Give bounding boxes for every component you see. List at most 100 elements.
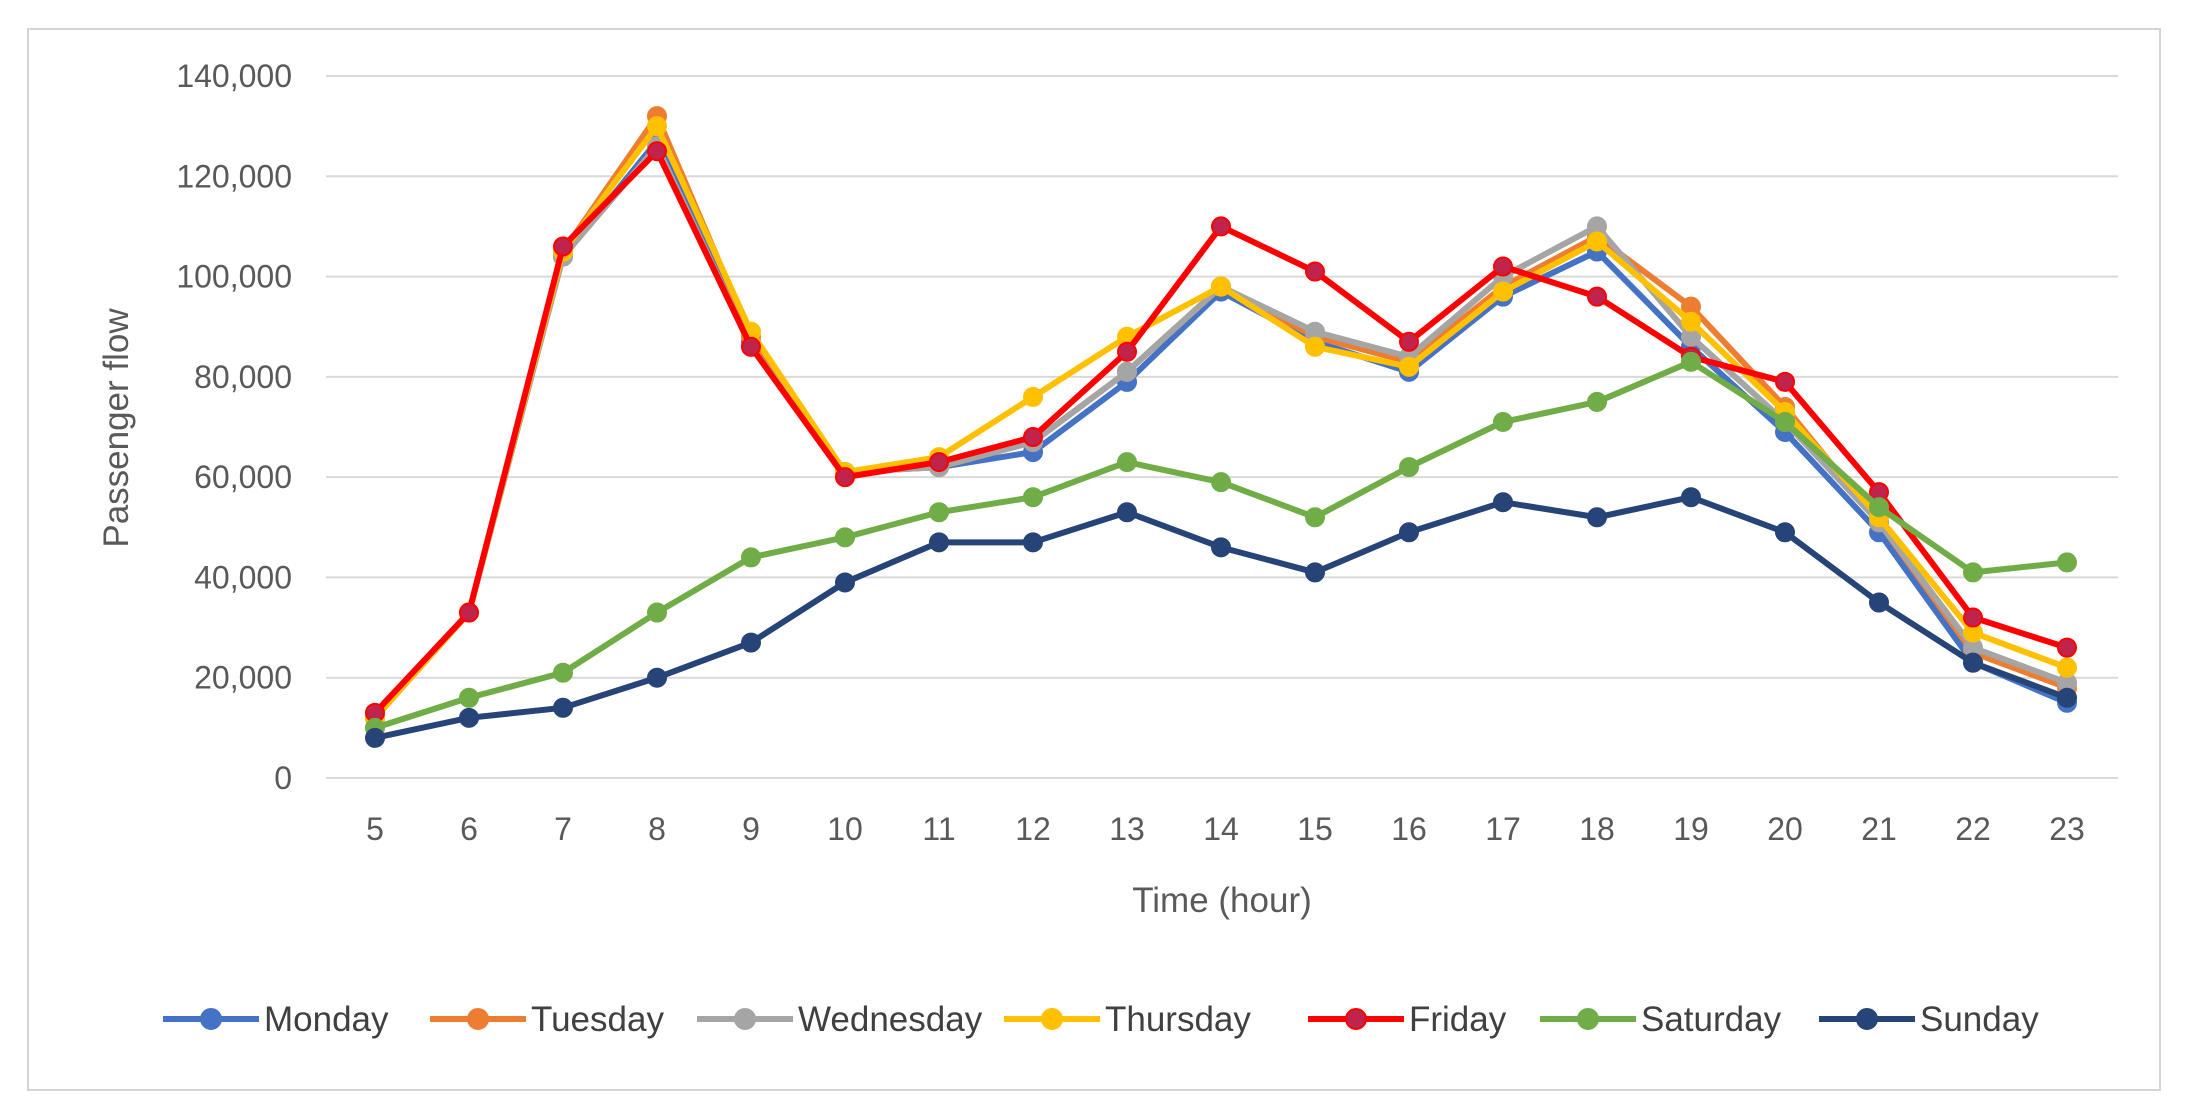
- legend-label: Sunday: [1920, 1000, 2039, 1039]
- data-point-sunday: [1117, 502, 1137, 523]
- data-point-friday: [459, 602, 479, 623]
- data-point-friday: [1211, 216, 1231, 237]
- data-point-thursday: [2057, 657, 2077, 678]
- legend-swatch-marker: [1856, 1008, 1878, 1030]
- data-point-sunday: [553, 697, 573, 718]
- data-point-saturday: [929, 502, 949, 523]
- x-tick-label: 6: [460, 811, 478, 847]
- data-point-friday: [1493, 256, 1513, 277]
- data-point-saturday: [1681, 351, 1701, 372]
- legend: Monday Tuesday Wednesday Thursday Friday Satu…: [163, 1000, 2039, 1039]
- y-tick-label: 100,000: [176, 259, 292, 295]
- y-tick-label: 120,000: [176, 158, 292, 194]
- data-point-sunday: [1023, 532, 1043, 553]
- data-point-friday: [835, 467, 855, 488]
- data-point-saturday: [741, 547, 761, 568]
- legend-label: Friday: [1409, 1000, 1507, 1039]
- data-point-friday: [1305, 261, 1325, 282]
- legend-swatch-marker: [1577, 1008, 1599, 1030]
- x-tick-label: 12: [1015, 811, 1051, 847]
- data-point-friday: [2057, 637, 2077, 658]
- data-point-friday: [1117, 341, 1137, 362]
- x-tick-label: 21: [1861, 811, 1897, 847]
- data-point-friday: [1023, 427, 1043, 448]
- legend-label: Tuesday: [531, 1000, 664, 1039]
- data-point-friday: [553, 236, 573, 257]
- legend-item-monday: Monday: [163, 1000, 389, 1039]
- legend-item-wednesday: Wednesday: [697, 1000, 983, 1039]
- data-point-saturday: [1963, 562, 1983, 583]
- data-point-saturday: [1305, 507, 1325, 528]
- legend-swatch-marker: [200, 1008, 222, 1030]
- data-point-friday: [1587, 286, 1607, 307]
- data-point-sunday: [2057, 687, 2077, 708]
- series-line-sunday: [372, 494, 2070, 741]
- x-tick-label: 9: [742, 811, 760, 847]
- data-point-saturday: [1023, 487, 1043, 508]
- data-point-sunday: [365, 727, 385, 748]
- gridlines: [326, 75, 2118, 779]
- data-point-sunday: [929, 532, 949, 553]
- x-tick-label: 23: [2049, 811, 2085, 847]
- data-point-friday: [1775, 371, 1795, 392]
- data-point-friday: [1963, 607, 1983, 628]
- legend-swatch-marker: [1345, 1008, 1367, 1030]
- data-point-thursday: [1493, 281, 1513, 302]
- data-point-saturday: [647, 602, 667, 623]
- data-point-thursday: [1211, 276, 1231, 297]
- data-point-saturday: [2057, 552, 2077, 573]
- data-point-sunday: [1963, 652, 1983, 673]
- x-axis-title: Time (hour): [1132, 881, 1312, 920]
- x-tick-label: 8: [648, 811, 666, 847]
- data-point-sunday: [1211, 537, 1231, 558]
- data-point-sunday: [1493, 492, 1513, 513]
- chart-frame: [27, 28, 2161, 1091]
- series-lines: [365, 106, 2077, 748]
- data-point-sunday: [741, 632, 761, 653]
- legend-item-tuesday: Tuesday: [430, 1000, 664, 1039]
- y-tick-label: 140,000: [176, 58, 292, 94]
- x-tick-label: 19: [1673, 811, 1709, 847]
- series-sunday: [365, 487, 2077, 748]
- x-tick-label: 22: [1955, 811, 1991, 847]
- data-point-wednesday: [1117, 361, 1137, 382]
- legend-swatch-marker: [1041, 1008, 1063, 1030]
- data-point-thursday: [1399, 356, 1419, 377]
- legend-item-thursday: Thursday: [1004, 1000, 1251, 1039]
- data-point-sunday: [835, 572, 855, 593]
- data-point-saturday: [1211, 472, 1231, 493]
- data-point-friday: [929, 452, 949, 473]
- x-tick-label: 16: [1391, 811, 1427, 847]
- y-tick-label: 0: [274, 760, 292, 796]
- y-axis-title: Passenger flow: [97, 308, 136, 548]
- y-tick-label: 20,000: [194, 660, 292, 696]
- legend-item-sunday: Sunday: [1819, 1000, 2039, 1039]
- data-point-thursday: [1681, 311, 1701, 332]
- legend-label: Wednesday: [798, 1000, 983, 1039]
- data-point-friday: [1399, 331, 1419, 352]
- x-tick-label: 18: [1579, 811, 1615, 847]
- y-axis-ticks: 0 20,000 40,000 60,000 80,000 100,000 120,000 1…: [176, 58, 292, 796]
- x-tick-label: 17: [1485, 811, 1521, 847]
- data-point-thursday: [1023, 386, 1043, 407]
- data-point-saturday: [1587, 391, 1607, 412]
- data-point-friday: [647, 141, 667, 162]
- x-tick-label: 14: [1203, 811, 1239, 847]
- data-point-saturday: [835, 527, 855, 548]
- x-tick-label: 7: [554, 811, 572, 847]
- y-tick-label: 60,000: [194, 459, 292, 495]
- data-point-sunday: [1399, 522, 1419, 543]
- data-point-saturday: [459, 687, 479, 708]
- data-point-saturday: [1869, 497, 1889, 518]
- data-point-saturday: [1775, 411, 1795, 432]
- legend-item-saturday: Saturday: [1540, 1000, 1782, 1039]
- data-point-sunday: [1869, 592, 1889, 613]
- y-tick-label: 40,000: [194, 559, 292, 595]
- legend-swatch-marker: [734, 1008, 756, 1030]
- legend-label: Saturday: [1641, 1000, 1782, 1039]
- x-axis-ticks: 5 6 7 8 9 10 11 12 13 14 15 16 17 18 19 20 21 22 23: [366, 811, 2085, 847]
- x-tick-label: 11: [922, 811, 955, 847]
- data-point-sunday: [1305, 562, 1325, 583]
- data-point-saturday: [1493, 411, 1513, 432]
